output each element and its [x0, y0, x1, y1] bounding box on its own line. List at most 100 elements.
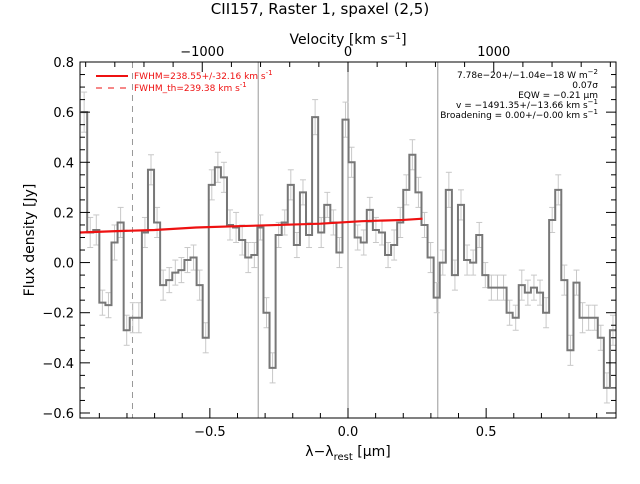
annotation-line: EQW = −0.21 μm — [518, 91, 598, 101]
data-point — [120, 221, 122, 224]
data-point — [223, 176, 225, 178]
y-tick-label: 0.0 — [53, 257, 74, 272]
data-point — [186, 259, 189, 261]
data-point — [460, 204, 462, 206]
data-point — [326, 204, 328, 206]
x-tick-label: 0.0 — [338, 425, 359, 440]
data-point — [296, 244, 298, 246]
data-point — [569, 349, 572, 351]
data-point — [502, 287, 505, 289]
annotation-line: 7.78e−20+/−1.04e−18 W m−2 — [457, 68, 598, 81]
data-point — [205, 337, 207, 339]
y-tick-label: −0.6 — [42, 407, 74, 422]
data-point — [375, 229, 377, 231]
data-point — [557, 189, 559, 191]
data-point — [217, 166, 219, 168]
annotation-line: Broadening = 0.00+/−0.00 km s−1 — [440, 108, 598, 121]
data-point — [575, 282, 578, 284]
data-point — [284, 221, 286, 224]
spectrum-step-line — [81, 111, 616, 389]
data-point — [581, 317, 584, 319]
data-point — [527, 292, 529, 294]
data-point — [338, 251, 341, 254]
annotation-line: 0.07σ — [572, 81, 598, 91]
top-axis-title: Velocity [km s−1] — [289, 32, 406, 48]
data-point — [180, 269, 182, 271]
data-point — [490, 287, 492, 289]
data-point — [211, 184, 213, 186]
data-point — [168, 279, 170, 281]
data-point — [278, 234, 280, 236]
data-point — [113, 241, 116, 244]
data-point — [551, 219, 553, 221]
data-point — [484, 274, 486, 276]
data-point — [472, 261, 474, 264]
data-point — [150, 169, 152, 171]
x-tick-label: 0.5 — [476, 425, 497, 440]
data-point — [162, 284, 164, 286]
data-point — [588, 317, 590, 319]
legend-label: FWHM=238.55+/-32.16 km s-1 — [134, 69, 273, 82]
data-point — [430, 256, 432, 259]
annotation-line: v = −1491.35+/−13.66 km s−1 — [456, 98, 598, 111]
data-point — [399, 221, 401, 224]
y-axis-title: Flux density [Jy] — [22, 184, 38, 297]
data-point — [308, 234, 310, 236]
data-point — [423, 224, 426, 226]
data-point — [144, 231, 146, 234]
data-point — [454, 274, 456, 276]
data-point — [466, 259, 468, 261]
data-point — [132, 317, 134, 319]
data-point — [563, 279, 565, 281]
data-point — [405, 189, 407, 191]
fit-line — [79, 217, 423, 234]
data-point — [241, 239, 243, 241]
y-tick-label: −0.4 — [42, 357, 74, 372]
data-point — [290, 184, 292, 186]
data-point — [381, 231, 383, 234]
data-point — [545, 312, 547, 314]
legend-label: FWHM_th=239.38 km s-1 — [134, 81, 247, 94]
y-tick-label: 0.8 — [53, 56, 74, 71]
data-point — [302, 191, 304, 193]
data-point — [521, 284, 523, 286]
data-point — [138, 317, 140, 319]
data-point — [156, 221, 158, 224]
data-point — [126, 329, 128, 331]
data-point — [533, 287, 535, 289]
data-point — [509, 312, 511, 314]
y-tick-label: 0.4 — [53, 156, 74, 171]
data-point — [448, 189, 450, 191]
top-tick-label: 1000 — [477, 45, 510, 60]
data-point — [478, 234, 480, 236]
y-tick-label: 0.2 — [53, 206, 74, 221]
data-point — [496, 287, 499, 289]
data-point — [363, 241, 365, 244]
data-point — [357, 236, 359, 239]
data-point — [411, 154, 413, 156]
y-tick-label: 0.6 — [53, 106, 74, 121]
data-point — [320, 231, 322, 234]
data-point — [350, 161, 353, 163]
data-point — [192, 256, 195, 259]
x-axis-title: λ−λrest [μm] — [305, 444, 390, 463]
data-point — [253, 254, 255, 256]
data-point — [271, 367, 274, 369]
data-point — [600, 337, 602, 339]
data-point — [417, 191, 420, 193]
data-point — [442, 261, 444, 264]
top-tick-label: −1000 — [180, 45, 224, 60]
y-tick-label: −0.2 — [42, 307, 74, 322]
data-point — [387, 254, 389, 256]
top-tick-label: 0 — [344, 45, 352, 60]
data-point — [314, 116, 316, 118]
data-point — [259, 226, 262, 229]
data-point — [265, 312, 268, 314]
chart-title: CII157, Raster 1, spaxel (2,5) — [211, 0, 429, 18]
data-point — [229, 224, 231, 226]
data-point — [594, 317, 596, 319]
data-point — [436, 297, 438, 299]
data-point — [515, 317, 517, 319]
